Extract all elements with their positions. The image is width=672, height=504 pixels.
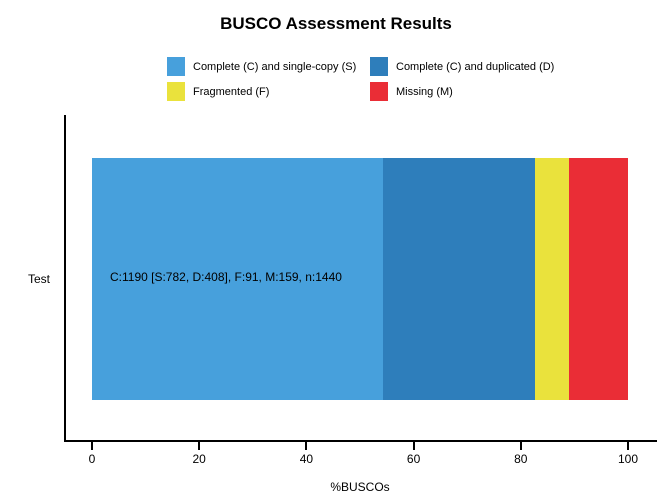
legend-label: Missing (M) [396, 85, 453, 98]
x-axis-line [64, 440, 657, 442]
x-axis-title: %BUSCOs [330, 480, 390, 494]
legend-label: Complete (C) and duplicated (D) [396, 60, 555, 73]
y-category-label: Test [27, 272, 50, 286]
x-tick-label: 100 [617, 452, 639, 466]
x-tick [412, 442, 415, 450]
x-tick-label: 20 [192, 452, 206, 466]
x-tick [198, 442, 201, 450]
x-tick [519, 442, 522, 450]
chart-title: BUSCO Assessment Results [220, 14, 452, 33]
legend-swatch-single-copy [167, 57, 185, 76]
stacked-bar [92, 158, 628, 400]
legend-label: Complete (C) and single-copy (S) [193, 60, 357, 73]
x-tick [305, 442, 308, 450]
legend-swatch-duplicated [370, 57, 388, 76]
bar-segment-D [383, 158, 535, 400]
bar-inline-label: C:1190 [S:782, D:408], F:91, M:159, n:14… [110, 270, 342, 284]
bar-segment-S [92, 158, 384, 400]
x-tick [627, 442, 629, 450]
x-tick [91, 442, 93, 450]
legend-swatch-fragmented [167, 82, 185, 101]
legend-swatch-missing [370, 82, 388, 101]
x-tick-label: 60 [406, 452, 421, 466]
x-tick-label: 40 [299, 452, 314, 466]
bar-segment-M [568, 158, 628, 400]
y-axis-line [64, 115, 66, 442]
bar-segment-F [534, 158, 569, 400]
x-tick-label: 80 [514, 452, 528, 466]
x-tick-label: 0 [88, 452, 96, 466]
legend-label: Fragmented (F) [193, 85, 270, 98]
